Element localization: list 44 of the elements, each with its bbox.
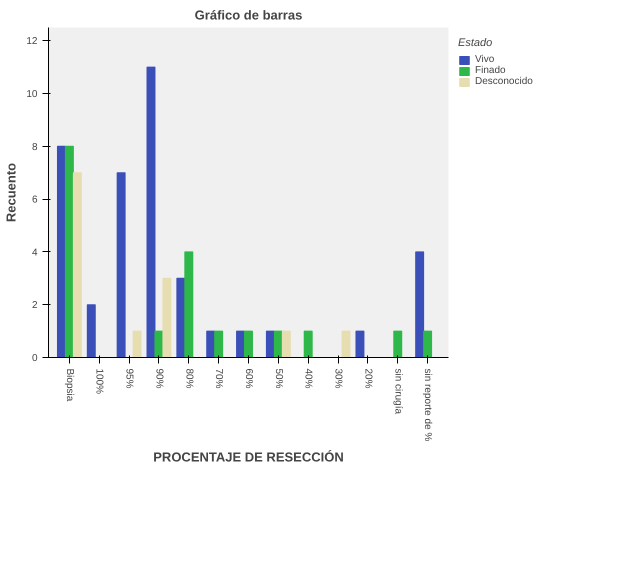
bar [415,251,424,358]
bar [86,304,96,358]
chart-title: Gráfico de barras [194,8,302,22]
x-tick-label: sin reporte de % [422,368,434,442]
x-tick-label: Biopsia [64,368,75,402]
y-tick-label: 6 [32,194,38,206]
x-tick-label: sin cirugía [392,368,404,415]
x-tick-label: 100% [94,368,105,394]
bar [423,330,432,358]
y-axis-title: Recuento [3,162,18,222]
bar [244,330,253,358]
x-axis-title: PROCENTAJE DE RESECCIÓN [153,449,344,464]
bar [393,330,402,358]
x-tick-label: 70% [213,368,224,389]
bar [64,146,74,358]
x-tick-label: 60% [243,368,254,389]
bar [282,330,291,358]
legend-title: Estado [458,37,494,49]
legend-label: Vivo [475,54,495,65]
bar [184,251,194,358]
legend-label: Desconocido [475,76,533,87]
x-tick-label: 90% [153,368,164,389]
bar [162,278,172,358]
x-tick-label: 80% [183,368,194,389]
bar [72,172,82,358]
bar [132,330,142,358]
x-tick-label: 20% [362,368,374,389]
y-tick-label: 2 [32,300,38,312]
bar [342,330,350,358]
x-tick-label: 40% [302,368,314,389]
y-tick-label: 0 [32,353,38,364]
y-tick-label: 10 [26,89,38,100]
x-tick-label: 30% [332,368,344,389]
x-tick-label: 95% [124,368,135,389]
y-tick-label: 8 [32,142,38,153]
x-tick-label: 50% [272,368,284,389]
legend-label: Finado [475,65,506,76]
bar [146,66,156,358]
bar [355,330,364,358]
y-tick-label: 4 [32,247,38,258]
bar [116,172,126,358]
bar [214,330,224,358]
y-tick-label: 12 [26,36,38,48]
bar [304,330,313,358]
